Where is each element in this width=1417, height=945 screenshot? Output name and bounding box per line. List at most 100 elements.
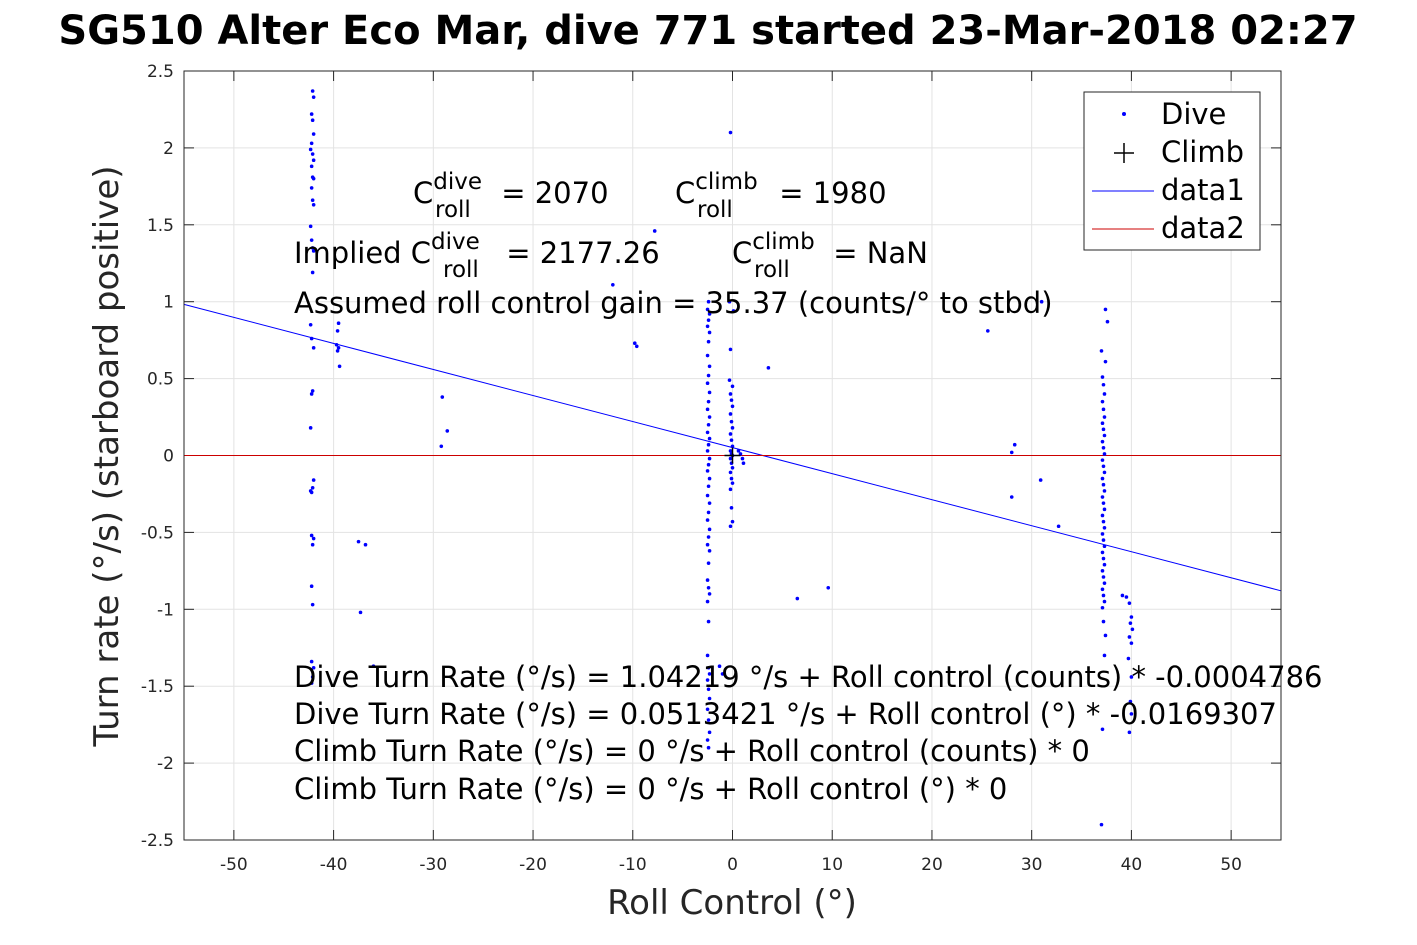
dive-point [1100, 458, 1105, 462]
dive-point [308, 147, 313, 152]
dive-point [705, 578, 710, 582]
climb-point [724, 447, 741, 464]
legend-climb-label: Climb [1161, 135, 1244, 169]
dive-point [1101, 464, 1106, 469]
dive-point [795, 596, 800, 601]
x-tick-label: 30 [1021, 855, 1043, 875]
dive-point [308, 426, 313, 430]
dive-point [1102, 489, 1107, 493]
dive-point [705, 542, 710, 547]
annotation-c-roll-dive: Cdive roll = 2070 [413, 169, 609, 223]
plot-frame [183, 70, 1282, 841]
dive-point [371, 664, 376, 669]
x-tick-label: 50 [1220, 855, 1242, 875]
y-tick-label: 1.5 [147, 216, 174, 236]
dive-point [1100, 495, 1105, 499]
dive-point [706, 535, 711, 539]
dive-point [705, 493, 710, 498]
annotation-fit-3: Climb Turn Rate (°/s) = 0 °/s + Roll con… [294, 734, 1090, 768]
dive-point [1101, 619, 1106, 624]
dive-point [707, 390, 712, 395]
dive-point [309, 186, 314, 190]
annotation-fit-4: Climb Turn Rate (°/s) = 0 °/s + Roll con… [294, 772, 1007, 806]
dive-point [705, 407, 710, 412]
dive-point [1101, 519, 1106, 524]
dive-point [652, 229, 657, 233]
x-tick-label: 0 [727, 855, 738, 875]
dive-point [706, 745, 711, 750]
dive-point [729, 419, 734, 424]
dive-point [705, 324, 710, 329]
dive-point [1103, 633, 1108, 638]
dive-point [309, 392, 314, 396]
dive-point [309, 533, 314, 538]
dive-point [311, 665, 316, 670]
dive-point [986, 329, 990, 333]
dive-point [728, 347, 733, 352]
dive-point [335, 349, 340, 353]
dive-point [706, 318, 711, 322]
dive-point [706, 339, 711, 344]
dive-point [309, 659, 314, 664]
dive-point [707, 415, 712, 419]
legend-box [1083, 91, 1261, 251]
dive-point [1120, 593, 1125, 598]
dive-point [1102, 525, 1107, 530]
dive-point [1129, 675, 1134, 679]
dive-point [1102, 599, 1107, 604]
dive-point [707, 549, 712, 553]
dive-point [729, 476, 734, 481]
dive-point [1012, 442, 1017, 447]
dive-point [1130, 627, 1135, 632]
x-tick-label: -40 [320, 855, 348, 875]
dive-point [766, 366, 771, 370]
dive-point [1056, 524, 1061, 529]
dive-point [634, 344, 639, 349]
dive-point [730, 426, 735, 430]
dive-point [311, 249, 316, 253]
dive-point [1124, 595, 1129, 599]
dive-point [1100, 550, 1105, 555]
dive-point [440, 395, 445, 399]
dive-point [310, 118, 315, 123]
dive-point [310, 485, 315, 490]
dive-point [1102, 544, 1107, 549]
dive-point [706, 462, 711, 467]
dive-point [705, 381, 710, 386]
dive-point [736, 449, 741, 453]
y-tick-label: 2.5 [147, 62, 174, 82]
dive-point [706, 422, 711, 427]
dive-point [728, 412, 733, 416]
x-tick-label: 10 [821, 855, 843, 875]
dive-point [706, 510, 711, 515]
dive-point [1102, 433, 1107, 438]
dive-point [728, 432, 733, 436]
x-tick-label: -30 [419, 855, 447, 875]
chart-title: SG510 Alter Eco Mar, dive 771 started 23… [58, 8, 1357, 54]
dive-point [1101, 382, 1106, 387]
dive-point [1009, 495, 1014, 499]
dive-point [363, 542, 368, 547]
dive-point [727, 299, 732, 304]
dive-point [729, 438, 734, 442]
dive-point [705, 653, 710, 658]
y-tick-label: -2.5 [141, 831, 174, 851]
dive-point [1101, 556, 1106, 561]
legend-data1-label: data1 [1161, 173, 1245, 207]
dive-point [730, 519, 735, 524]
dive-point [730, 384, 735, 389]
dive-point [1102, 470, 1107, 475]
dive-point [1105, 319, 1110, 324]
annotation-implied-dive: Implied Cdive roll = 2177.26 [294, 229, 660, 283]
dive-point [1127, 601, 1132, 605]
dive-point [826, 585, 831, 590]
dive-point [1102, 452, 1107, 456]
dive-point [730, 481, 735, 485]
dive-point [1127, 730, 1132, 735]
dive-point [705, 307, 710, 312]
dive-point [439, 444, 444, 449]
dive-point [705, 430, 710, 435]
dive-point [706, 442, 711, 447]
dive-point [731, 309, 736, 313]
dive-point [1129, 641, 1134, 645]
